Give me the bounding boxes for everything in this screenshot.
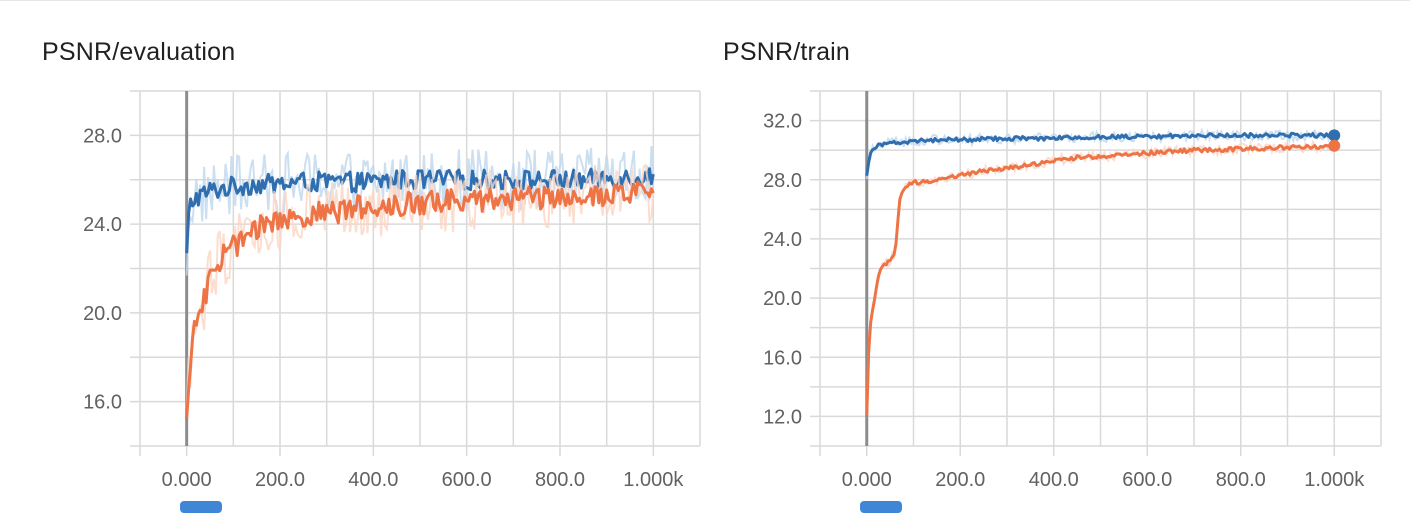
x-tick-label: 200.0: [255, 469, 305, 491]
chart-card-evaluation: PSNR/evaluation 16.0 20.0 24.0 28.0 0.000 200…: [0, 0, 705, 513]
chart-plot-train: 12.0 16.0 20.0 24.0 28.0 32.0 0.000 200.0 400.0 6…: [763, 90, 1382, 491]
y-tick-label: 16.0: [83, 392, 122, 414]
x-tick-label: 400.0: [348, 469, 398, 491]
y-tick-label: 28.0: [83, 125, 122, 147]
x-tick-label: 0.000: [162, 469, 212, 491]
chart-card-train: PSNR/train 12.0 16.0 20.0 24.0 28.0 32.0 0.000…: [705, 0, 1410, 513]
x-tick-label: 600.0: [1122, 469, 1172, 491]
x-tick-label: 800.0: [1216, 469, 1266, 491]
series-toggle-button[interactable]: [180, 501, 222, 513]
series-line: [865, 131, 1336, 176]
chart-plot-evaluation: 16.0 20.0 24.0 28.0 0.000 200.0 400.0 600.0 800.…: [83, 90, 701, 491]
x-tick-label: 400.0: [1029, 469, 1079, 491]
y-tick-label: 20.0: [763, 288, 802, 310]
x-tick-label: 0.000: [842, 469, 892, 491]
x-tick-label: 1.000k: [623, 469, 684, 491]
y-tick-label: 24.0: [763, 229, 802, 251]
x-tick-label: 1.000k: [1304, 469, 1365, 491]
x-tick-label: 200.0: [935, 469, 985, 491]
series-line: [865, 143, 1335, 416]
y-tick-label: 28.0: [763, 170, 802, 192]
series-line: [185, 180, 655, 419]
y-tick-label: 24.0: [83, 214, 122, 236]
y-tick-label: 12.0: [763, 406, 802, 428]
grid: [130, 90, 701, 456]
series-raw-line: [865, 127, 1336, 180]
x-tick-label: 800.0: [535, 469, 585, 491]
series-end-marker: [1328, 129, 1341, 142]
chart-title: PSNR/train: [723, 38, 851, 66]
series-end-marker: [1328, 139, 1341, 152]
y-tick-label: 20.0: [83, 303, 122, 325]
series-toggle-button[interactable]: [860, 501, 902, 513]
y-tick-label: 16.0: [763, 347, 802, 369]
chart-title: PSNR/evaluation: [42, 38, 236, 66]
x-tick-label: 600.0: [442, 469, 492, 491]
series-raw-line: [185, 163, 655, 409]
y-tick-label: 32.0: [763, 111, 802, 133]
